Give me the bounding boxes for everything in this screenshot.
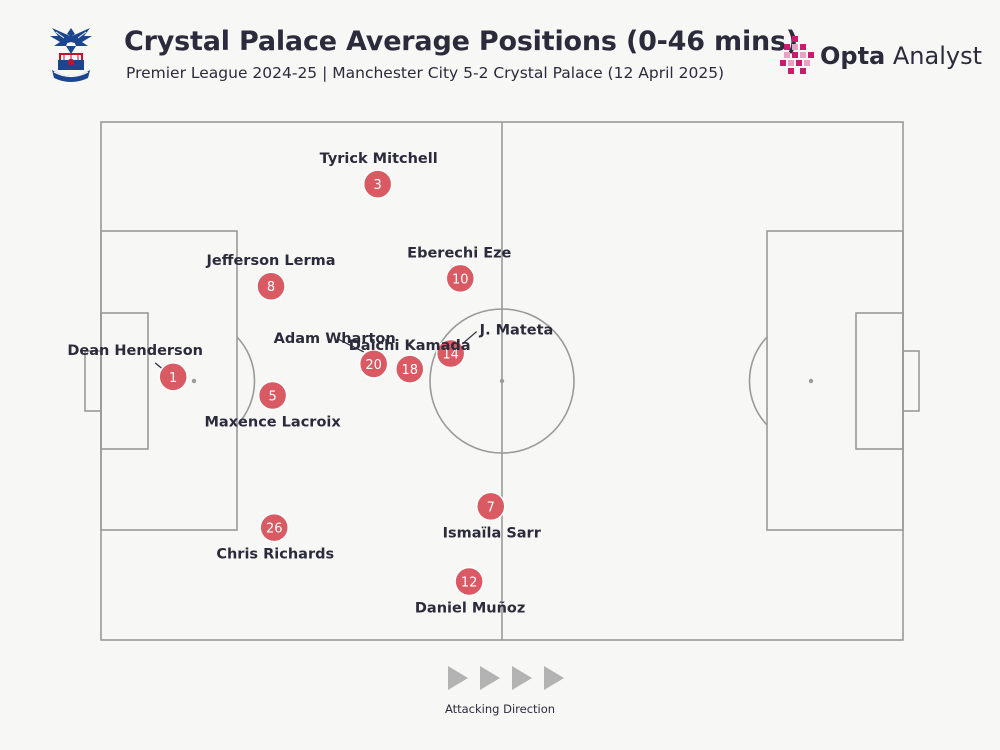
- player-marker: 12: [454, 566, 484, 597]
- player-name-label: Chris Richards: [216, 547, 334, 563]
- player-marker: 7: [476, 491, 506, 522]
- attacking-direction-label: Attacking Direction: [444, 702, 556, 716]
- player-marker-circle: [445, 263, 476, 294]
- player-name-label: Eberechi Eze: [407, 245, 511, 261]
- player-name-label: Daniel Muñoz: [415, 600, 525, 616]
- play-arrow-icon: [544, 666, 564, 690]
- left-penalty-spot: [191, 378, 197, 384]
- player-marker-circle: [454, 566, 484, 597]
- label-leader-line: [462, 331, 478, 345]
- player-marker: 10: [445, 263, 476, 294]
- player-name-label: Daichi Kamada: [349, 338, 471, 354]
- player-number: 14: [442, 348, 459, 363]
- player-name-label: J. Mateta: [479, 323, 554, 339]
- centre-circle: [429, 308, 575, 454]
- player-marker-circle: [362, 169, 393, 199]
- player-marker-circle: [259, 512, 289, 543]
- player-marker-circle: [435, 338, 466, 369]
- centre-spot: [499, 378, 505, 384]
- player-number: 3: [374, 178, 382, 193]
- player-marker: 26: [259, 512, 289, 543]
- left-six-yard-box: [100, 312, 149, 450]
- player-number: 26: [266, 522, 283, 537]
- player-number: 5: [268, 390, 276, 405]
- player-name-label: Jefferson Lerma: [206, 253, 336, 269]
- right-penalty-spot: [808, 378, 814, 384]
- player-marker: 18: [395, 354, 425, 384]
- player-marker: 20: [358, 349, 389, 379]
- play-arrow-icon: [448, 666, 468, 690]
- player-marker-circle: [476, 491, 506, 522]
- player-number: 10: [452, 272, 469, 287]
- left-penalty-arc: [236, 336, 256, 426]
- player-marker: 8: [256, 271, 286, 301]
- brand-name-rest: Analyst: [885, 42, 982, 70]
- player-marker-circle: [358, 349, 389, 379]
- player-number: 18: [401, 363, 418, 378]
- opta-pixel-mark-icon: [780, 36, 814, 74]
- right-penalty-area: [766, 230, 904, 531]
- brand-name: Opta Analyst: [820, 42, 982, 70]
- right-six-yard-box: [855, 312, 904, 450]
- player-marker-circle: [257, 380, 288, 411]
- player-number: 1: [169, 371, 177, 386]
- player-marker: 5: [257, 380, 288, 411]
- player-number: 20: [365, 358, 382, 373]
- right-goal: [902, 350, 920, 412]
- right-penalty-arc: [748, 336, 768, 426]
- player-marker: 14: [435, 338, 466, 369]
- label-leader-line: [337, 338, 364, 353]
- opta-analyst-logo: Opta Analyst: [780, 36, 982, 76]
- player-marker: 1: [158, 362, 188, 392]
- player-marker: 3: [362, 169, 393, 199]
- player-marker-circle: [158, 362, 188, 392]
- player-name-label: Adam Wharton: [274, 331, 396, 347]
- player-number: 12: [461, 575, 478, 590]
- attacking-direction-arrows: [448, 666, 564, 690]
- player-name-label: Ismaïla Sarr: [443, 525, 542, 541]
- chart-title: Crystal Palace Average Positions (0-46 m…: [124, 26, 799, 57]
- player-marker-circle: [256, 271, 286, 301]
- crystal-palace-crest-icon: [44, 24, 98, 84]
- brand-name-bold: Opta: [820, 42, 886, 70]
- player-name-label: Dean Henderson: [67, 343, 203, 359]
- play-arrow-icon: [512, 666, 532, 690]
- player-number: 7: [487, 500, 495, 515]
- left-goal: [84, 350, 102, 412]
- player-number: 8: [267, 280, 275, 295]
- chart-subtitle: Premier League 2024-25 | Manchester City…: [126, 64, 725, 82]
- player-name-label: Maxence Lacroix: [204, 415, 341, 431]
- player-marker-circle: [395, 354, 425, 384]
- play-arrow-icon: [480, 666, 500, 690]
- player-name-label: Tyrick Mitchell: [320, 151, 438, 167]
